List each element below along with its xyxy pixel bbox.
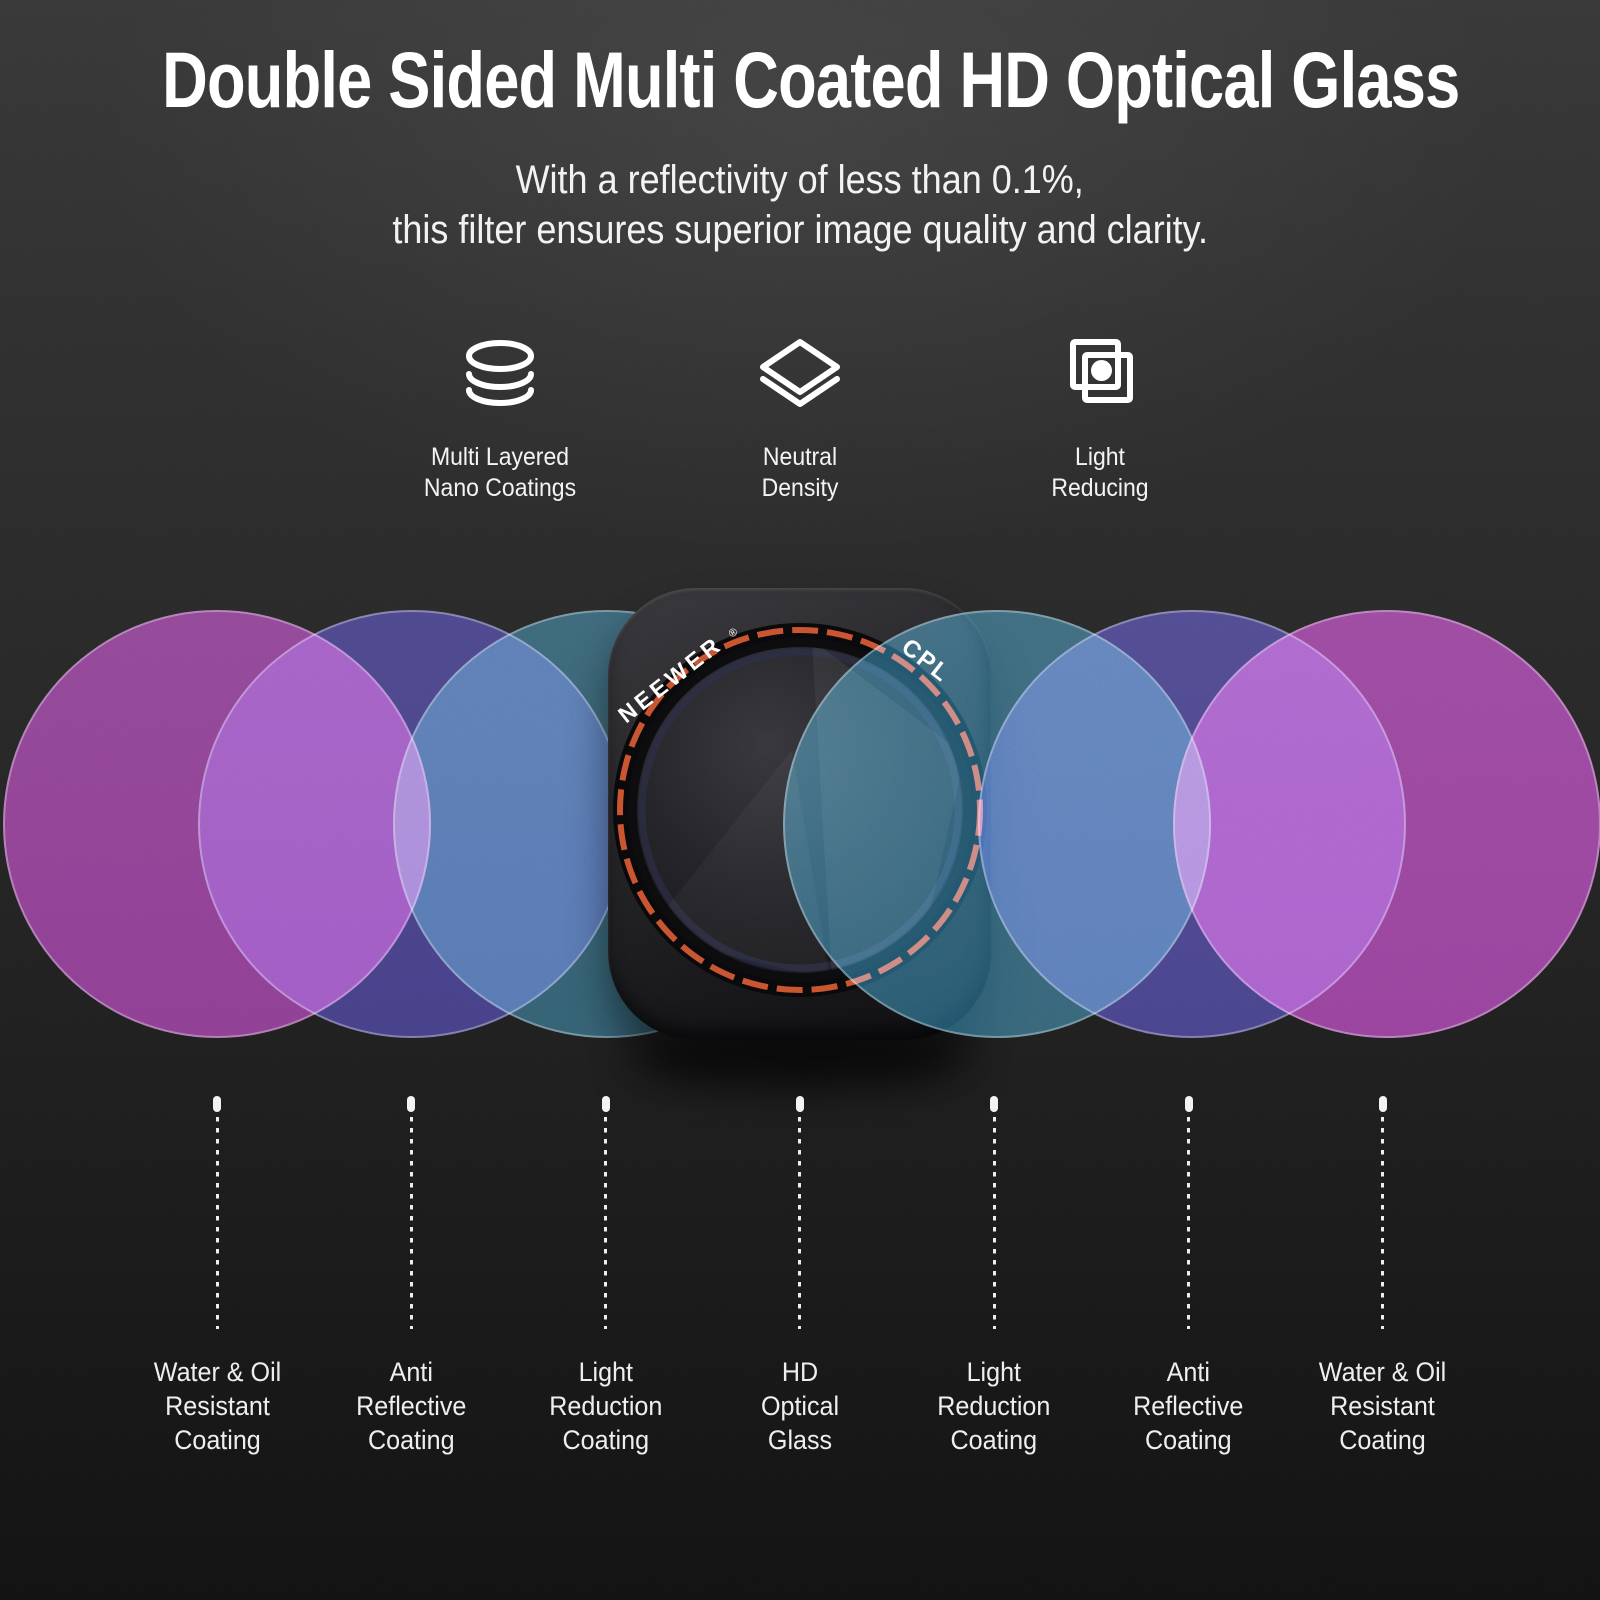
layer-col-3: Light Reduction Coating (509, 1096, 703, 1457)
feature-label: Neutral Density (761, 443, 839, 502)
light-reducing-icon (1070, 339, 1133, 403)
layer-col-2: Anti Reflective Coating (314, 1096, 508, 1457)
pointer-dot (601, 1096, 610, 1112)
neutral-density-icon (760, 339, 840, 407)
subtitle: With a reflectivity of less than 0.1%, t… (0, 155, 1600, 255)
layer-label: Light Reduction Coating (549, 1357, 663, 1455)
layer-label: HD Optical Glass (760, 1357, 840, 1455)
pointer-line (798, 1117, 802, 1329)
pointer-line (215, 1117, 219, 1329)
feature-light-reducing: Light Reducing (960, 334, 1240, 504)
pointer-dot (795, 1096, 804, 1112)
layer-label: Anti Reflective Coating (1133, 1357, 1244, 1455)
subtitle-line-1: With a reflectivity of less than 0.1%, (515, 158, 1085, 202)
layer-col-1: Water & Oil Resistant Coating (120, 1096, 314, 1457)
layer-col-6: Anti Reflective Coating (1091, 1096, 1285, 1457)
pointer-dot (1184, 1096, 1193, 1112)
pointer-line (992, 1117, 996, 1329)
pointer-dot (990, 1096, 999, 1112)
layer-label: Water & Oil Resistant Coating (1319, 1357, 1447, 1455)
pointer-line (604, 1117, 608, 1329)
feature-row: Multi Layered Nano Coatings Neutral Dens… (360, 334, 1240, 504)
layer-col-4: HD Optical Glass (703, 1096, 897, 1457)
filter-drop-shadow (628, 1032, 972, 1088)
page-title: Double Sided Multi Coated HD Optical Gla… (0, 34, 1600, 126)
coating-circle-water-oil-right (1173, 610, 1600, 1038)
page-title-text: Double Sided Multi Coated HD Optical Gla… (162, 35, 1460, 124)
feature-label: Multi Layered Nano Coatings (423, 443, 577, 502)
layer-label-row: Water & Oil Resistant Coating Anti Refle… (120, 1096, 1480, 1457)
pointer-line (1187, 1117, 1191, 1329)
layer-label: Light Reduction Coating (937, 1357, 1051, 1455)
feature-neutral-density: Neutral Density (660, 334, 940, 504)
multi-layered-nano-coatings-icon (466, 340, 534, 406)
layer-col-5: Light Reduction Coating (897, 1096, 1091, 1457)
layer-label: Water & Oil Resistant Coating (153, 1357, 281, 1455)
pointer-line (409, 1117, 413, 1329)
feature-multi-layered: Multi Layered Nano Coatings (360, 334, 640, 504)
subtitle-line-2: this filter ensures superior image quali… (392, 208, 1208, 252)
pointer-dot (1378, 1096, 1387, 1112)
pointer-line (1381, 1117, 1385, 1329)
header: Double Sided Multi Coated HD Optical Gla… (0, 34, 1600, 126)
feature-label: Light Reducing (1051, 443, 1149, 502)
layer-label: Anti Reflective Coating (356, 1357, 467, 1455)
layer-col-7: Water & Oil Resistant Coating (1286, 1096, 1480, 1457)
pointer-dot (213, 1096, 222, 1112)
pointer-dot (407, 1096, 416, 1112)
